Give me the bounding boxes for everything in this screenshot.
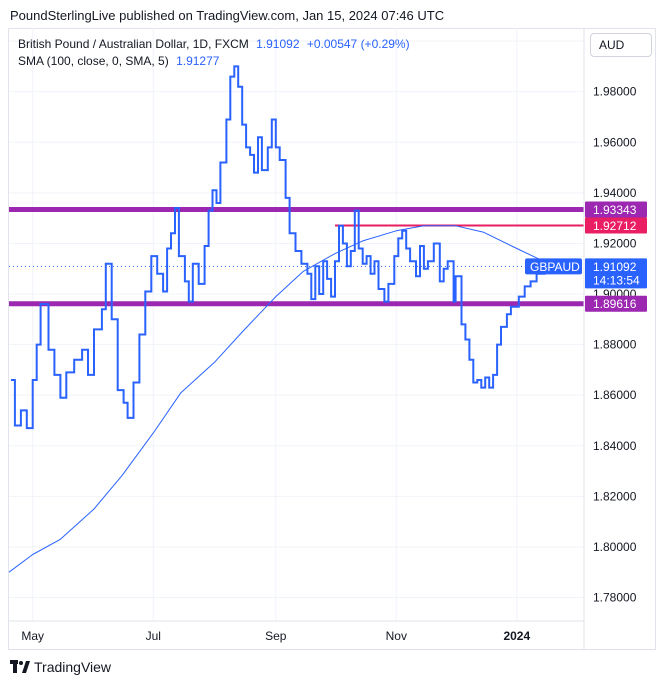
x-tick-label: Nov	[386, 629, 407, 643]
symbol-title[interactable]: British Pound / Australian Dollar, 1D, F…	[18, 37, 249, 51]
level-price-label	[585, 217, 647, 234]
y-tick-label: 1.80000	[593, 540, 637, 554]
y-tick-label: 1.98000	[593, 85, 637, 99]
x-tick-label: May	[21, 629, 44, 643]
symbol-tag-text: GBPAUD	[530, 260, 580, 274]
axis-price-labels: 1.93343 1.92712 1.89616 GBPAUD 1.9109214:13:…	[525, 201, 647, 312]
sma-label[interactable]: SMA (100, close, 0, SMA, 5)	[18, 54, 169, 68]
level-price-text: 1.89616	[593, 297, 637, 311]
y-tick-label: 1.96000	[593, 135, 637, 149]
tradingview-footer: TradingView	[10, 659, 111, 675]
sma-value: 1.91277	[176, 54, 220, 68]
y-tick-label: 1.86000	[593, 388, 637, 402]
last-value: 1.91092	[256, 37, 300, 51]
price-axis: 2.000001.980001.960001.940001.920001.900…	[583, 28, 637, 649]
x-tick-label: Jul	[146, 629, 161, 643]
x-tick-label: Sep	[265, 629, 287, 643]
sma-line	[8, 225, 545, 573]
level-price-label	[585, 201, 647, 218]
y-tick-label: 1.84000	[593, 439, 637, 453]
y-tick-label: 1.78000	[593, 590, 637, 604]
chart-frame	[8, 28, 656, 650]
horizontal-levels	[9, 206, 584, 307]
countdown-text: 14:13:54	[593, 273, 640, 287]
y-tick-label: 1.92000	[593, 236, 637, 250]
level-price-text: 1.92712	[593, 219, 637, 233]
last-price-label	[585, 258, 647, 289]
level-price-text: 1.93343	[593, 203, 637, 217]
last-price-text: 1.91092	[593, 260, 637, 274]
level-price-label	[585, 295, 647, 312]
tradingview-brand: TradingView	[34, 659, 112, 675]
time-axis: May Jul Sep Nov 2024	[9, 620, 584, 643]
change-value: +0.00547 (+0.29%)	[306, 37, 410, 51]
grid	[9, 28, 584, 621]
chart-legend: British Pound / Australian Dollar, 1D, F…	[18, 36, 414, 70]
currency-button[interactable]: AUD	[590, 33, 652, 57]
y-tick-label: 1.88000	[593, 338, 637, 352]
publisher-header: PoundSterlingLive published on TradingVi…	[10, 8, 445, 23]
x-tick-label: 2024	[503, 629, 530, 643]
price-line	[11, 65, 546, 430]
symbol-tag	[525, 258, 582, 275]
y-tick-label: 1.94000	[593, 186, 637, 200]
y-tick-label: 1.82000	[593, 489, 637, 503]
tradingview-logo-icon	[10, 660, 30, 673]
